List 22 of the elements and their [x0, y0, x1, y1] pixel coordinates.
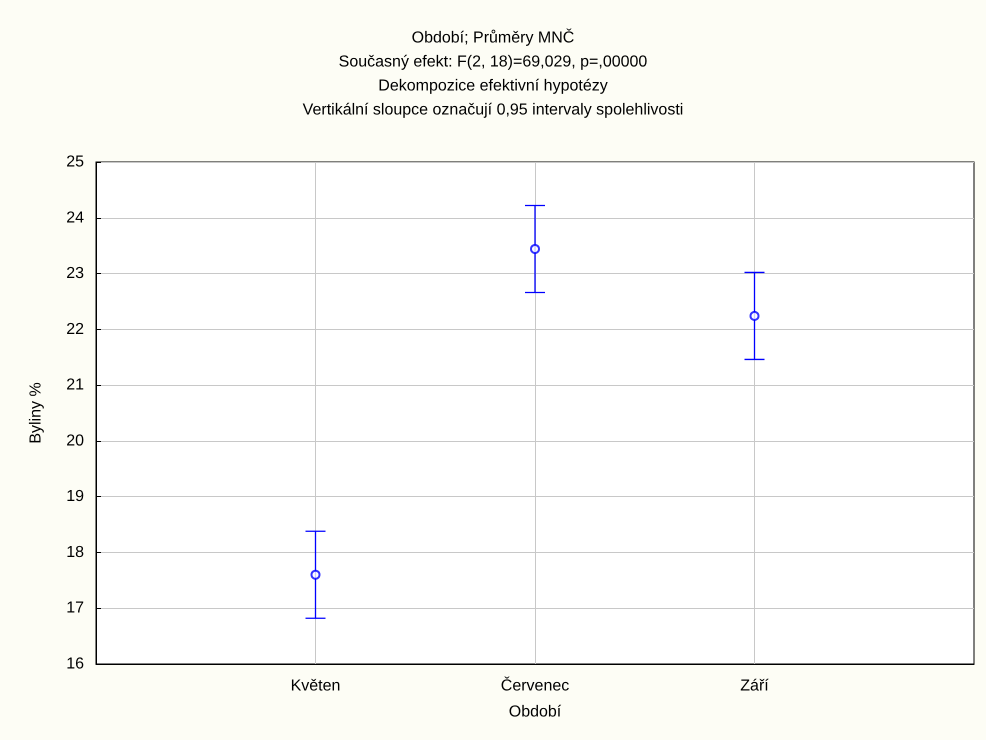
x-tick-label: Květen — [290, 678, 340, 694]
text: Vertikální sloupce označují 0,95 intervaly spolehlivosti — [302, 102, 684, 118]
y-axis-title: Byliny % — [28, 382, 44, 444]
y-tick-label: 20 — [66, 432, 84, 450]
y-tick-label: 22 — [66, 320, 84, 338]
point — [310, 570, 320, 580]
point — [530, 244, 540, 254]
x-axis-title: Období — [508, 704, 562, 720]
point — [750, 310, 760, 321]
y-tick-label: 17 — [66, 600, 84, 617]
y-tick-label: 25 — [66, 154, 84, 170]
y-tick-label: 24 — [66, 209, 84, 226]
y-tick-label: 21 — [66, 376, 84, 394]
x-tick-label: Červenec — [500, 676, 570, 694]
y-tick-label: 16 — [66, 656, 84, 672]
chart-subtitle: Současný efekt: F(2, 18)=69,029, p=,00000 — [338, 54, 648, 70]
y-tick-label: 19 — [66, 488, 84, 506]
chart-title: Období; Průměry MNČ — [412, 28, 574, 46]
y-tick-label: 18 — [66, 544, 84, 561]
x-tick-label: Září — [740, 678, 770, 694]
y-tick-label: 23 — [66, 265, 84, 282]
text: Dekompozice efektivní hypotézy — [378, 78, 608, 94]
